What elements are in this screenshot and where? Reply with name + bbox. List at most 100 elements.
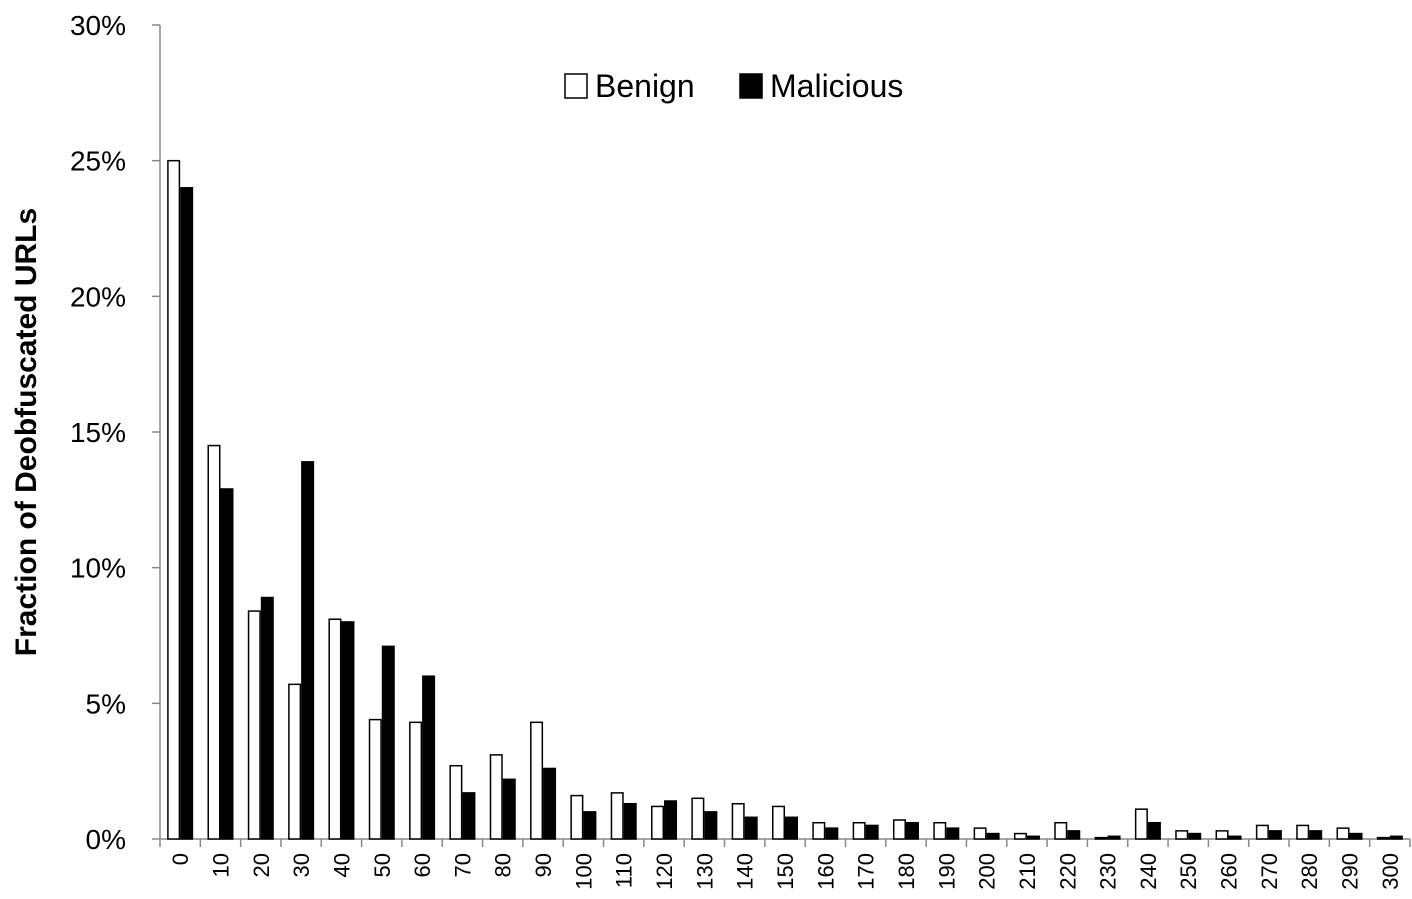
x-tick-label-group: 10 [208,853,233,877]
bar-malicious-190 [946,827,960,840]
legend-label-malicious: Malicious [770,68,903,104]
x-tick-label: 210 [1015,853,1040,890]
x-tick-label: 70 [450,853,475,877]
x-tick-label-group: 70 [450,853,475,877]
x-tick-label: 10 [208,853,233,877]
x-tick-label: 270 [1257,853,1282,890]
bar-benign-280 [1296,824,1310,840]
x-tick-label-group: 40 [329,853,354,877]
x-tick-label-group: 280 [1297,853,1322,890]
bar-malicious-230 [1107,835,1121,840]
bar-benign-50 [368,718,382,840]
bar-malicious-160 [825,827,839,840]
bar-malicious-0 [180,187,194,840]
legend-swatch-benign [564,73,588,99]
x-tick-label-group: 90 [531,853,556,877]
y-tick-label: 20% [70,281,126,312]
x-tick-label-group: 220 [1055,853,1080,890]
bar-benign-200 [973,827,987,840]
x-ticks: 0 10 20 30 40 50 60 70 80 90 100 110 120 130 140 150 160… [159,839,1411,890]
x-tick-label: 260 [1217,853,1242,890]
bar-benign-170 [852,821,866,840]
bar-benign-230 [1094,836,1108,840]
bar-malicious-240 [1147,821,1161,840]
y-tick-label: 15% [70,417,126,448]
bar-benign-120 [651,805,665,840]
x-tick-label-group: 200 [975,853,1000,890]
x-tick-label: 140 [733,853,758,890]
bar-benign-10 [207,444,221,840]
bar-malicious-250 [1188,832,1202,840]
x-tick-label-group: 50 [370,853,395,877]
bar-benign-220 [1054,821,1068,840]
bar-malicious-50 [381,645,395,840]
x-tick-label-group: 290 [1338,853,1363,890]
x-tick-label-group: 260 [1217,853,1242,890]
bar-malicious-180 [905,821,919,840]
bar-benign-290 [1336,827,1350,840]
x-tick-label-group: 0 [168,853,193,865]
x-tick-label: 190 [934,853,959,890]
bar-malicious-280 [1309,830,1323,840]
x-tick-label: 20 [249,853,274,877]
x-tick-label: 90 [531,853,556,877]
x-tick-label-group: 30 [289,853,314,877]
bar-benign-270 [1255,824,1269,840]
x-tick-label-group: 160 [813,853,838,890]
x-tick-label: 160 [813,853,838,890]
bar-malicious-70 [462,792,476,840]
x-tick-label-group: 140 [733,853,758,890]
x-tick-label: 150 [773,853,798,890]
x-tick-label: 130 [692,853,717,890]
bar-malicious-210 [1026,835,1040,840]
x-tick-label-group: 230 [1096,853,1121,890]
bar-malicious-120 [664,800,678,840]
legend-label-benign: Benign [595,68,695,104]
x-tick-label-group: 300 [1378,853,1403,890]
bar-malicious-130 [704,811,718,840]
x-tick-label: 180 [894,853,919,890]
bar-benign-60 [409,721,423,840]
bar-malicious-170 [865,824,879,840]
x-tick-label-group: 170 [854,853,879,890]
bar-benign-70 [449,764,463,840]
bar-benign-210 [1013,832,1027,840]
x-tick-label: 280 [1297,853,1322,890]
y-ticks: 0% 5% 10% 15% 20% 25% 30% [70,10,160,855]
bar-benign-130 [691,797,705,840]
x-tick-label: 60 [410,853,435,877]
bar-benign-40 [328,618,342,840]
bar-benign-30 [288,683,302,840]
x-tick-label: 100 [571,853,596,890]
y-tick-label: 0% [86,824,126,855]
y-axis-title-group: Fraction of Deobfuscated URLs [10,208,43,656]
bar-benign-260 [1215,830,1229,840]
x-tick-label: 120 [652,853,677,890]
bar-malicious-30 [301,461,315,840]
x-tick-label: 300 [1378,853,1403,890]
x-tick-label: 170 [854,853,879,890]
bar-malicious-290 [1349,832,1363,840]
x-tick-label-group: 100 [571,853,596,890]
bar-malicious-20 [260,596,274,840]
bar-malicious-60 [422,675,436,840]
bar-malicious-40 [341,621,355,840]
y-tick-label: 25% [70,146,126,177]
bar-benign-20 [247,610,261,840]
legend-swatch-malicious [739,73,763,99]
bars [167,159,1403,840]
x-tick-label: 290 [1338,853,1363,890]
x-tick-label-group: 240 [1136,853,1161,890]
bar-benign-190 [933,821,947,840]
bar-malicious-90 [543,767,557,840]
bar-malicious-270 [1268,830,1282,840]
x-tick-label-group: 130 [692,853,717,890]
bar-benign-150 [772,805,785,840]
bar-malicious-10 [220,488,234,840]
bar-benign-80 [489,754,503,840]
x-tick-label-group: 250 [1176,853,1201,890]
x-tick-label: 220 [1055,853,1080,890]
x-tick-label: 240 [1136,853,1161,890]
bar-malicious-200 [986,832,1000,840]
